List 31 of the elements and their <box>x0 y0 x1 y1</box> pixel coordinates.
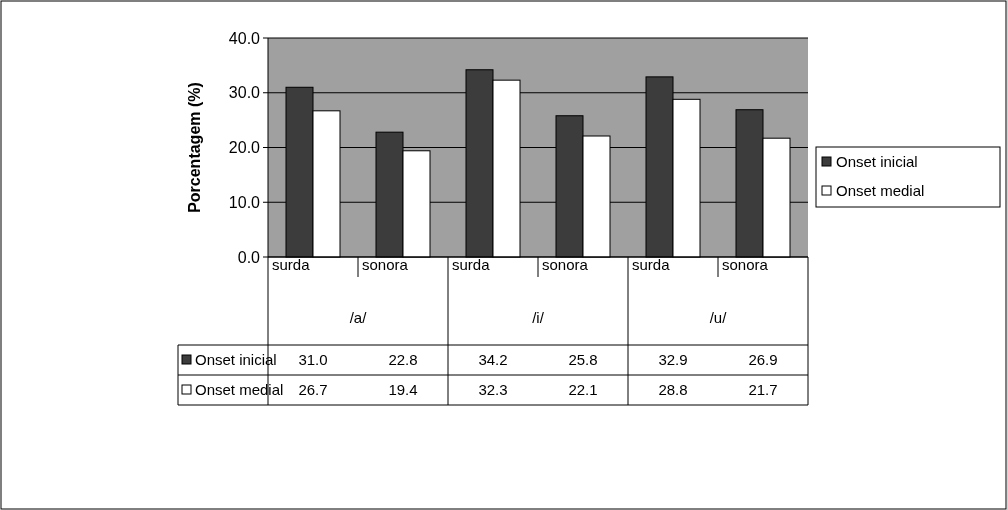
data-label: 32.3 <box>478 381 508 398</box>
data-label: 22.1 <box>568 381 598 398</box>
y-tick-label: 10.0 <box>228 193 261 211</box>
data-label: 32.9 <box>658 351 688 368</box>
data-label: 25.8 <box>568 351 598 368</box>
text: Onset medial <box>195 381 284 398</box>
data-label: 21.7 <box>748 381 778 398</box>
legend-label: Onset medial <box>836 182 925 199</box>
y-tick-label: 20.0 <box>228 139 261 157</box>
data-label: 26.7 <box>298 381 328 398</box>
x-tick-label: surda <box>452 256 491 273</box>
y-tick-label: 40.0 <box>228 29 261 47</box>
text: /a/ <box>349 309 368 326</box>
x-tick-label: sonora <box>722 256 769 273</box>
data-label: 26.9 <box>748 351 778 368</box>
x-tick-label: sonora <box>362 256 409 273</box>
x-tick-label: surda <box>272 256 311 273</box>
data-label: 22.8 <box>388 351 418 368</box>
x-tick-label: surda <box>632 256 671 273</box>
text: /i/ <box>532 309 545 326</box>
data-label: 19.4 <box>388 381 418 398</box>
data-label: 31.0 <box>298 351 328 368</box>
y-tick-label: 0.0 <box>237 248 261 266</box>
y-axis-title: Porcentagem (%) <box>186 82 203 213</box>
data-label: 34.2 <box>478 351 508 368</box>
text: /u/ <box>709 309 728 326</box>
x-tick-label: sonora <box>542 256 589 273</box>
y-tick-label: 30.0 <box>228 84 261 102</box>
legend-label: Onset inicial <box>836 153 918 170</box>
data-label: 28.8 <box>658 381 688 398</box>
text: Onset inicial <box>195 351 277 368</box>
